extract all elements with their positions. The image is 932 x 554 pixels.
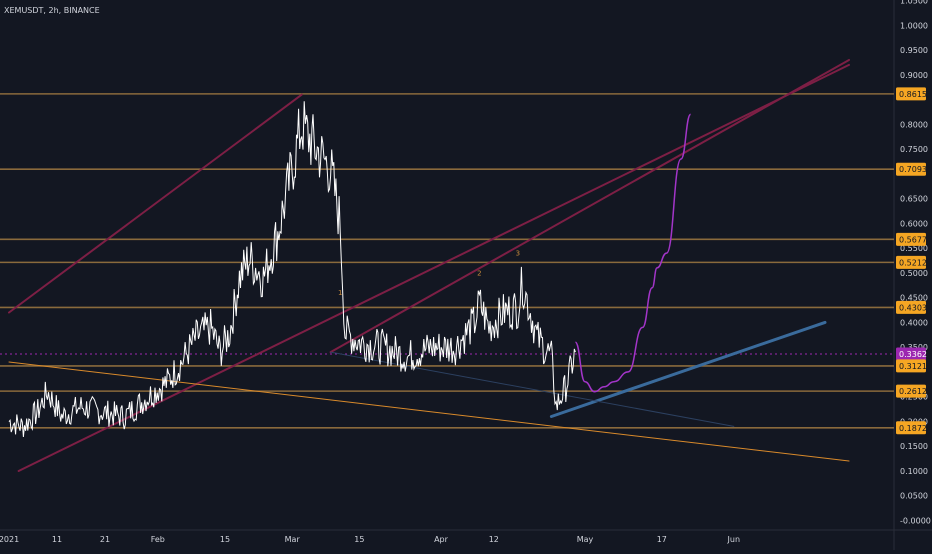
badge-text: 0.3362	[899, 350, 927, 359]
badge-bg	[896, 255, 926, 269]
badge-bg	[896, 384, 926, 398]
y-tick-label: 0.9500	[900, 46, 928, 55]
badge-text: 0.5212	[899, 258, 927, 267]
badge-bg	[896, 162, 926, 176]
badge-bg	[896, 347, 926, 361]
x-tick-label: 12	[489, 535, 499, 544]
x-tick-label: Feb	[151, 535, 165, 544]
price-label-badge: 0.8615	[896, 87, 927, 101]
x-tick-label: 11	[52, 535, 62, 544]
x-tick-label: 17	[657, 535, 667, 544]
y-tick-label: 0.9000	[900, 71, 928, 80]
x-tick-label: Mar	[285, 535, 301, 544]
x-tick-label: Jun	[727, 535, 741, 544]
y-tick-label: -0.0000	[900, 516, 931, 525]
y-tick-label: 0.5000	[900, 269, 928, 278]
price-label-badge: 0.2612	[896, 384, 927, 398]
wave-label-2: 2	[477, 269, 481, 277]
trend-line-channel-0	[8, 93, 303, 314]
projection-path	[574, 113, 692, 393]
badge-text: 0.5677	[899, 235, 927, 244]
trend-line-support-3	[549, 320, 827, 418]
badge-text: 0.4303	[899, 303, 927, 312]
y-tick-label: 0.5500	[900, 244, 928, 253]
x-axis-ticks: 2021 11 21 Feb 15 Mar 15 Apr 12 May 17 Jun	[0, 535, 740, 544]
badge-text: 0.8615	[899, 90, 927, 99]
price-label-badge: 0.1872	[896, 421, 927, 435]
x-tick-label: Apr	[434, 535, 449, 544]
x-tick-label: May	[577, 535, 594, 544]
y-tick-label: 0.1500	[900, 442, 928, 451]
badge-bg	[896, 232, 926, 246]
y-tick-label: 1.0000	[900, 21, 928, 30]
badge-bg	[896, 421, 926, 435]
y-tick-label: 0.7500	[900, 145, 928, 154]
current-price-badge: 0.3362	[896, 347, 927, 361]
x-tick-label: 15	[354, 535, 364, 544]
badge-text: 0.2612	[899, 387, 927, 396]
trend-line-orange-4	[8, 361, 850, 462]
y-tick-label: 0.4000	[900, 318, 928, 327]
badge-text: 0.7093	[899, 165, 927, 174]
badge-text: 0.1872	[899, 424, 927, 433]
badge-bg	[896, 300, 926, 314]
price-labels: 0.8615 0.7093 0.5677 0.5212 0.4303 0.3362 0.31…	[896, 87, 927, 435]
y-tick-label: 0.4500	[900, 294, 928, 303]
price-label-badge: 0.7093	[896, 162, 927, 176]
wave-label-3: 3	[516, 250, 520, 258]
badge-bg	[896, 359, 926, 373]
badge-bg	[896, 87, 926, 101]
price-label-badge: 0.5212	[896, 255, 927, 269]
y-tick-label: 0.0500	[900, 492, 928, 501]
price-label-badge: 0.5677	[896, 232, 927, 246]
trend-line-channel-2	[329, 58, 850, 354]
price-series-line	[8, 101, 576, 438]
trend-lines	[8, 58, 850, 472]
y-tick-label: 0.1000	[900, 467, 928, 476]
badge-text: 0.3121	[899, 362, 927, 371]
y-tick-label: 0.6500	[900, 195, 928, 204]
y-tick-label: 1.0500	[900, 0, 928, 6]
price-label-badge: 0.3121	[896, 359, 927, 373]
trend-line-channel-1	[17, 63, 850, 472]
y-tick-label: 0.6000	[900, 219, 928, 228]
x-tick-label: 21	[100, 535, 110, 544]
wave-label-1: 1	[338, 289, 342, 297]
y-tick-label: 0.8000	[900, 120, 928, 129]
price-label-badge: 0.4303	[896, 300, 927, 314]
chart-title: XEMUSDT, 2h, BINANCE	[4, 6, 100, 15]
x-tick-label: 2021	[0, 535, 19, 544]
x-tick-label: 15	[220, 535, 230, 544]
